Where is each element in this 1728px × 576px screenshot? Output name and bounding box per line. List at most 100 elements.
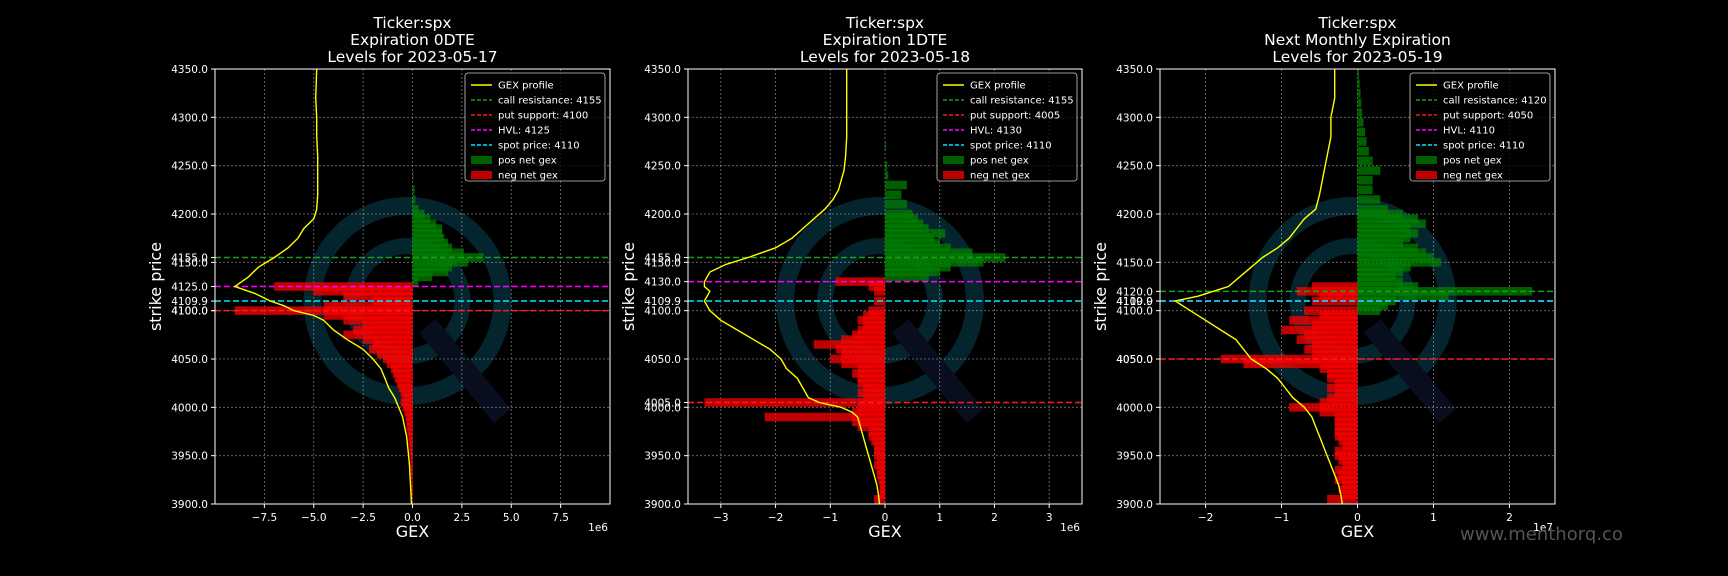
neg-net-gex-bar (868, 282, 885, 291)
pos-net-gex-bar (885, 161, 888, 170)
y-axis-label: strike price (619, 242, 638, 331)
pos-net-gex-bar (1357, 258, 1442, 267)
neg-net-gex-bar (343, 291, 413, 301)
neg-net-gex-bar (857, 325, 885, 335)
neg-net-gex-bar (868, 306, 885, 315)
legend-swatch (943, 171, 964, 179)
pos-net-gex-bar (412, 224, 443, 233)
y-tick-label: 4000.0 (644, 402, 681, 414)
legend-label: pos net gex (970, 156, 1029, 167)
y-tick-label: 4150.0 (171, 257, 208, 269)
x-tick-label: −2.5 (350, 512, 376, 524)
neg-net-gex-bar (874, 446, 885, 456)
chart-title-line: Levels for 2023-05-19 (1272, 48, 1442, 66)
y-tick-label: 4250.0 (1116, 161, 1153, 173)
pos-net-gex-bar (1357, 224, 1411, 233)
pos-net-gex-bar (412, 219, 437, 228)
neg-net-gex-bar (392, 369, 413, 378)
pos-net-gex-bar (1357, 282, 1419, 291)
x-tick-label: 1 (936, 512, 943, 524)
neg-net-gex-bar (1334, 427, 1358, 436)
x-tick-label: −7.5 (252, 512, 278, 524)
pos-net-gex-bar (885, 262, 951, 272)
neg-net-gex-bar (863, 383, 885, 393)
neg-net-gex-bar (407, 427, 413, 436)
chart-title-line: Levels for 2023-05-17 (327, 48, 497, 66)
legend-label: GEX profile (970, 81, 1026, 92)
neg-net-gex-bar (410, 456, 413, 465)
logo-tail (1364, 318, 1456, 424)
legend-box (936, 72, 1078, 182)
pos-net-gex-bar (885, 233, 935, 243)
neg-net-gex-bar (1311, 340, 1358, 349)
y-tick-label: 4300.0 (644, 112, 681, 124)
y-tick-label: 3900.0 (1116, 499, 1153, 511)
logo-tail (891, 318, 984, 424)
level-tick-label: 4110.0 (1116, 296, 1153, 308)
neg-net-gex-bar (1338, 436, 1358, 446)
x-axis-exponent: 1e7 (1533, 522, 1553, 534)
neg-net-gex-bar (876, 470, 885, 480)
pos-net-gex-bar (412, 214, 431, 224)
neg-net-gex-bar (1334, 412, 1358, 422)
neg-net-gex-bar (1334, 378, 1358, 388)
pos-net-gex-bar (885, 214, 918, 224)
neg-net-gex-bar (1296, 335, 1358, 344)
neg-net-gex-bar (874, 451, 885, 460)
neg-net-gex-bar (1243, 359, 1358, 369)
legend: GEX profile call resistance: 4155 put supp… (464, 72, 606, 182)
neg-net-gex-bar (1319, 291, 1358, 301)
y-tick-label: 4050.0 (644, 354, 681, 366)
neg-net-gex-bar (405, 412, 413, 422)
neg-net-gex-bar (313, 287, 413, 296)
neg-net-gex-bar (408, 436, 413, 446)
pos-net-gex-bar (1357, 146, 1369, 156)
legend-label: call resistance: 4155 (498, 96, 602, 107)
pos-net-gex-bar (412, 185, 415, 195)
neg-net-gex-bar (369, 345, 413, 354)
pos-net-gex-bar (1357, 108, 1363, 117)
legend-label: HVL: 4125 (498, 126, 550, 137)
y-tick-label: 4000.0 (171, 402, 208, 414)
neg-net-gex-bar (857, 422, 885, 431)
neg-net-gex-bar (857, 364, 885, 373)
y-axis-label: strike price (146, 242, 165, 331)
pos-net-gex-bar (1357, 156, 1373, 166)
neg-net-gex-bar (871, 436, 885, 446)
pos-net-gex-bar (412, 204, 419, 214)
neg-net-gex-bar (1319, 407, 1358, 417)
neg-net-gex-bar (1281, 325, 1358, 335)
neg-net-gex-bar (1304, 330, 1358, 340)
pos-net-gex-bar (1357, 253, 1434, 262)
neg-net-gex-bar (1304, 306, 1358, 315)
neg-net-gex-bar (879, 485, 885, 494)
legend-label: call resistance: 4120 (1443, 96, 1547, 107)
pos-net-gex-bar (885, 200, 907, 209)
y-tick-label: 4200.0 (171, 209, 208, 221)
pos-net-gex-bar (1357, 209, 1404, 219)
y-tick-label: 4350.0 (1116, 64, 1153, 76)
neg-net-gex-bar (1319, 364, 1358, 373)
neg-net-gex-bar (411, 494, 413, 504)
neg-net-gex-bar (404, 407, 413, 417)
pos-net-gex-bar (1357, 219, 1426, 228)
neg-net-gex-bar (1327, 374, 1358, 383)
neg-net-gex-bar (406, 417, 413, 427)
neg-net-gex-bar (410, 451, 413, 460)
pos-net-gex-bar (1357, 88, 1361, 98)
pos-net-gex-bar (885, 272, 929, 282)
y-tick-label: 4100.0 (1116, 306, 1153, 318)
neg-net-gex-bar (1334, 422, 1358, 431)
pos-net-gex-bar (885, 229, 946, 238)
pos-net-gex-bar (1357, 69, 1360, 79)
legend-label: put support: 4100 (498, 111, 588, 122)
level-tick-label: 4155.0 (171, 253, 208, 265)
y-tick-label: 4250.0 (644, 161, 681, 173)
y-tick-label: 4200.0 (1116, 209, 1153, 221)
legend-label: neg net gex (970, 171, 1030, 182)
neg-net-gex-bar (400, 398, 413, 407)
y-tick-label: 4200.0 (644, 209, 681, 221)
neg-net-gex-bar (363, 335, 413, 344)
neg-net-gex-bar (410, 461, 413, 470)
